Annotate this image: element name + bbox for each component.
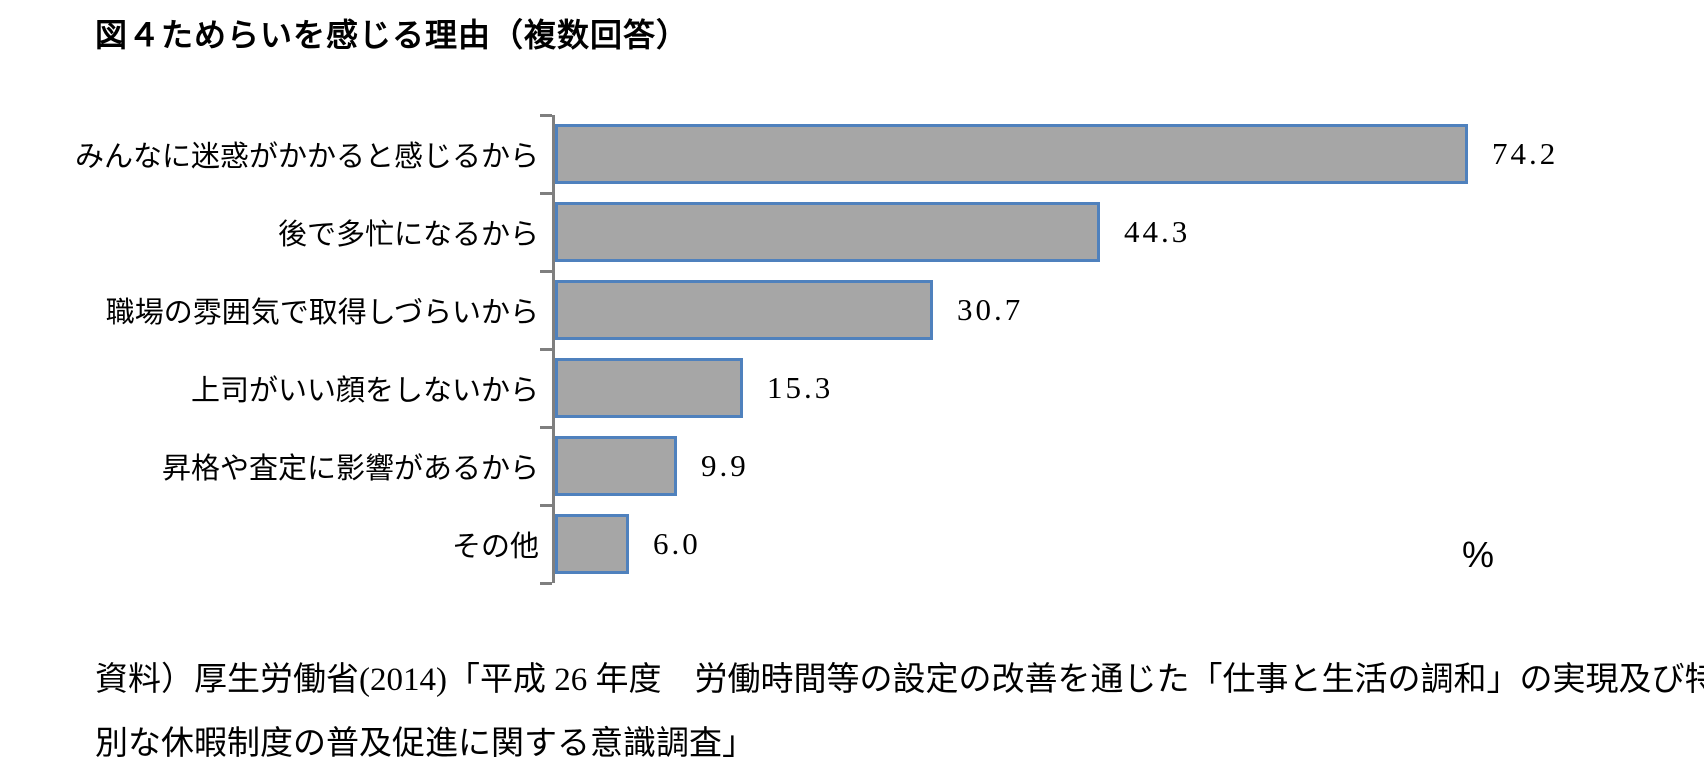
plot-area: 44.3 [540, 192, 1704, 271]
category-label: 後で多忙になるから [277, 219, 539, 251]
bar [555, 358, 743, 418]
axis-tick [540, 348, 552, 351]
category-label: その他 [451, 531, 539, 563]
bar [555, 436, 677, 496]
plot-area: 74.2 [540, 114, 1704, 193]
category-label: 昇格や査定に影響があるから [161, 453, 539, 485]
bar-row: 昇格や査定に影響があるから 9.9 [0, 426, 1704, 505]
data-label: 9.9 [701, 448, 749, 483]
axis-tick [540, 582, 552, 585]
plot-area: 30.7 [540, 270, 1704, 349]
bar-row: 職場の雰囲気で取得しづらいから 30.7 [0, 270, 1704, 349]
source-line-1: 資料）厚生労働省(2014)「平成 26 年度 労働時間等の設定の改善を通じた「… [95, 662, 1704, 698]
plot-area: 9.9 [540, 426, 1704, 505]
source-line-2: 別な休暇制度の普及促進に関する意識調査」 [95, 726, 755, 762]
bar [555, 280, 933, 340]
axis-tick [540, 426, 552, 429]
source-note: 資料）厚生労働省(2014)「平成 26 年度 労働時間等の設定の改善を通じた「… [95, 648, 1704, 776]
data-label: 74.2 [1492, 136, 1559, 171]
plot-area: 6.0 [540, 504, 1704, 585]
data-label: 6.0 [653, 526, 701, 561]
bar [555, 202, 1100, 262]
bar-chart: みんなに迷惑がかかると感じるから 74.2 後で多忙になるから 44.3 職場の… [0, 114, 1704, 585]
bar-row: 後で多忙になるから 44.3 [0, 192, 1704, 271]
bar-row: その他 6.0 [0, 504, 1704, 585]
axis-tick [540, 270, 552, 273]
bar [555, 514, 629, 574]
data-label: 44.3 [1124, 214, 1191, 249]
category-label: 職場の雰囲気で取得しづらいから [105, 297, 539, 329]
bar [555, 124, 1468, 184]
category-label: 上司がいい顔をしないから [190, 375, 539, 407]
axis-tick [540, 114, 552, 117]
plot-area: 15.3 [540, 348, 1704, 427]
unit-label: % [1462, 534, 1495, 575]
data-label: 30.7 [957, 292, 1024, 327]
axis-tick [540, 504, 552, 507]
data-label: 15.3 [767, 370, 834, 405]
axis-tick [540, 192, 552, 195]
bar-row: みんなに迷惑がかかると感じるから 74.2 [0, 114, 1704, 193]
page-title: 図４ためらいを感じる理由（複数回答） [95, 17, 690, 53]
bar-row: 上司がいい顔をしないから 15.3 [0, 348, 1704, 427]
category-label: みんなに迷惑がかかると感じるから [74, 141, 539, 173]
